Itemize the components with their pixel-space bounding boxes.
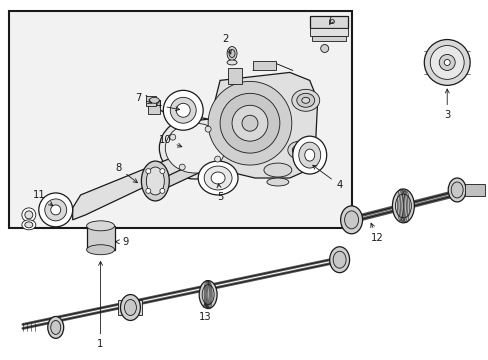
Circle shape	[242, 115, 258, 131]
Ellipse shape	[124, 300, 136, 315]
Ellipse shape	[450, 182, 462, 198]
Bar	[464, 184, 484, 196]
Ellipse shape	[141, 161, 169, 201]
Ellipse shape	[120, 294, 140, 320]
Ellipse shape	[429, 45, 463, 80]
Bar	[9, 11, 351, 228]
Ellipse shape	[226, 60, 237, 65]
Ellipse shape	[332, 251, 346, 268]
Text: 9: 9	[115, 237, 128, 247]
Ellipse shape	[424, 40, 469, 85]
Ellipse shape	[48, 316, 63, 338]
Ellipse shape	[344, 211, 358, 229]
Circle shape	[179, 164, 185, 170]
Ellipse shape	[320, 45, 328, 53]
Circle shape	[160, 188, 164, 193]
Text: 1: 1	[97, 261, 103, 349]
Bar	[146, 96, 156, 106]
Ellipse shape	[199, 280, 217, 309]
Ellipse shape	[292, 136, 326, 174]
Text: 6: 6	[328, 15, 334, 26]
Ellipse shape	[146, 167, 164, 195]
Circle shape	[208, 81, 291, 165]
Polygon shape	[158, 140, 224, 190]
Ellipse shape	[264, 163, 291, 177]
Ellipse shape	[198, 161, 238, 195]
Ellipse shape	[438, 54, 454, 71]
Ellipse shape	[149, 97, 159, 103]
Circle shape	[220, 93, 279, 153]
Ellipse shape	[211, 172, 224, 184]
Ellipse shape	[301, 97, 309, 103]
Ellipse shape	[447, 178, 465, 202]
Ellipse shape	[39, 193, 73, 227]
Bar	[148, 100, 160, 114]
Ellipse shape	[296, 93, 314, 107]
Ellipse shape	[25, 211, 33, 219]
Polygon shape	[212, 72, 317, 178]
Ellipse shape	[228, 50, 235, 58]
Circle shape	[160, 168, 164, 174]
Text: 3: 3	[443, 89, 449, 120]
Text: 7: 7	[135, 93, 152, 104]
Text: 10: 10	[159, 135, 182, 147]
Ellipse shape	[291, 89, 319, 111]
Circle shape	[205, 126, 211, 132]
Bar	[252, 62, 275, 71]
Text: 2: 2	[222, 33, 231, 54]
Ellipse shape	[298, 142, 320, 168]
Ellipse shape	[22, 220, 36, 230]
Text: 11: 11	[32, 190, 53, 206]
Ellipse shape	[165, 123, 224, 173]
Bar	[309, 15, 347, 28]
Circle shape	[145, 188, 150, 193]
Ellipse shape	[45, 199, 66, 221]
Circle shape	[176, 103, 190, 117]
Polygon shape	[73, 140, 218, 220]
Bar	[118, 300, 142, 315]
Ellipse shape	[86, 221, 114, 231]
Ellipse shape	[443, 59, 449, 66]
Text: 12: 12	[370, 223, 383, 243]
Ellipse shape	[392, 189, 413, 223]
Ellipse shape	[395, 194, 410, 218]
Ellipse shape	[203, 166, 232, 190]
Ellipse shape	[51, 320, 61, 334]
Circle shape	[145, 168, 150, 174]
Ellipse shape	[202, 285, 214, 305]
Bar	[227, 68, 242, 84]
Circle shape	[169, 134, 175, 140]
Text: 4: 4	[155, 100, 179, 111]
Ellipse shape	[22, 208, 36, 222]
Circle shape	[232, 105, 267, 141]
Ellipse shape	[25, 222, 33, 228]
Ellipse shape	[292, 145, 306, 156]
Ellipse shape	[329, 247, 349, 273]
Bar	[86, 226, 114, 250]
Text: 5: 5	[217, 184, 223, 202]
Circle shape	[170, 97, 196, 123]
Ellipse shape	[51, 205, 61, 215]
Text: 13: 13	[199, 303, 211, 323]
Text: 4: 4	[312, 165, 342, 190]
Ellipse shape	[266, 178, 288, 186]
Ellipse shape	[159, 117, 230, 179]
Ellipse shape	[304, 149, 314, 161]
Bar	[311, 36, 345, 41]
Bar	[309, 28, 347, 36]
Ellipse shape	[226, 46, 237, 60]
Ellipse shape	[86, 245, 114, 255]
Ellipse shape	[287, 141, 311, 159]
Ellipse shape	[266, 166, 288, 174]
Ellipse shape	[340, 206, 362, 234]
Circle shape	[214, 156, 220, 162]
Text: 8: 8	[115, 163, 137, 183]
Circle shape	[163, 90, 203, 130]
